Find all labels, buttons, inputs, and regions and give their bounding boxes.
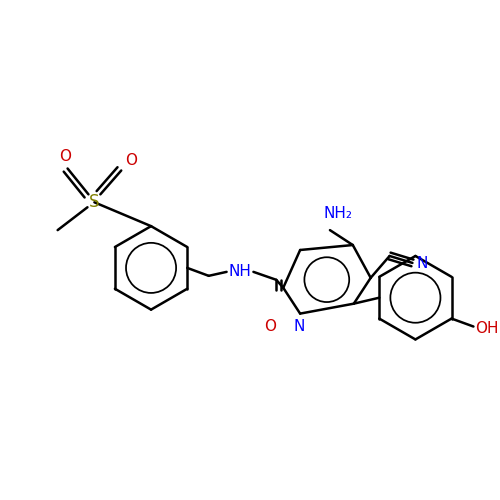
Text: NH: NH [228, 264, 251, 280]
Text: N: N [416, 256, 428, 272]
Text: NH₂: NH₂ [324, 206, 352, 220]
Text: S: S [89, 194, 100, 212]
Text: O: O [125, 153, 137, 168]
Text: OH: OH [476, 321, 499, 336]
Text: O: O [60, 149, 72, 164]
Text: O: O [264, 319, 276, 334]
Text: N: N [294, 319, 305, 334]
